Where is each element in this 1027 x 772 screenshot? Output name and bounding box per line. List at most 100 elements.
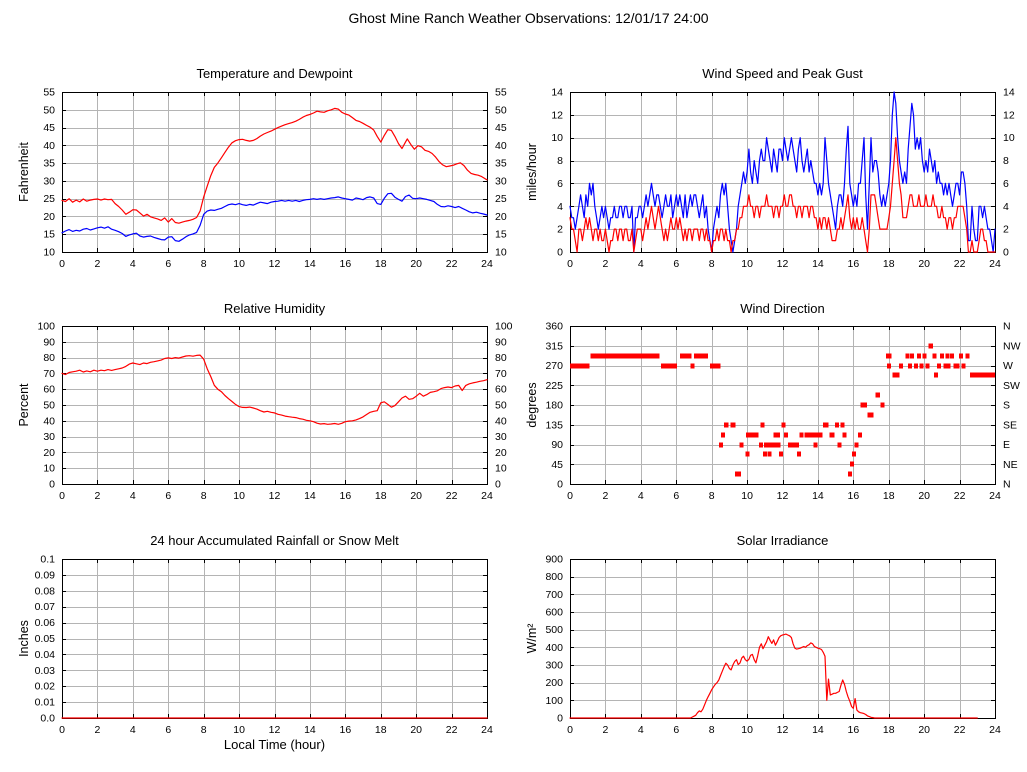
svg-text:800: 800: [545, 571, 563, 583]
svg-text:14: 14: [551, 87, 563, 99]
svg-text:10: 10: [495, 463, 507, 475]
svg-text:0: 0: [59, 724, 65, 736]
svg-text:4: 4: [638, 258, 644, 270]
svg-text:S: S: [1003, 400, 1010, 412]
svg-text:30: 30: [43, 175, 55, 187]
svg-text:2: 2: [602, 258, 608, 270]
svg-text:90: 90: [495, 336, 507, 348]
svg-text:300: 300: [545, 660, 563, 672]
svg-text:400: 400: [545, 642, 563, 654]
svg-text:8: 8: [201, 258, 207, 270]
svg-text:45: 45: [43, 122, 55, 134]
svg-text:0: 0: [567, 490, 573, 502]
svg-text:16: 16: [847, 490, 859, 502]
svg-text:225: 225: [545, 380, 563, 392]
svg-text:0: 0: [567, 258, 573, 270]
svg-text:24: 24: [989, 724, 1001, 736]
svg-text:14: 14: [304, 490, 316, 502]
svg-text:600: 600: [545, 607, 563, 619]
svg-text:20: 20: [43, 447, 55, 459]
svg-text:24: 24: [989, 490, 1001, 502]
svg-text:55: 55: [495, 87, 507, 99]
svg-text:10: 10: [233, 724, 245, 736]
svg-text:270: 270: [545, 360, 563, 372]
svg-text:24: 24: [481, 724, 493, 736]
svg-text:135: 135: [545, 419, 563, 431]
svg-text:180: 180: [545, 400, 563, 412]
rainfall-plot: 0 2 4 6 8 10 12 14 16 18 20 22 240.00.010.020.030.04…: [17, 554, 493, 753]
svg-text:22: 22: [954, 258, 966, 270]
svg-text:100: 100: [37, 321, 55, 333]
page-title: Ghost Mine Ranch Weather Observations: 1…: [348, 10, 709, 26]
svg-text:10: 10: [551, 132, 563, 144]
svg-text:25: 25: [43, 193, 55, 205]
svg-text:E: E: [1003, 439, 1010, 451]
svg-text:22: 22: [954, 724, 966, 736]
svg-text:0: 0: [557, 247, 563, 259]
svg-text:0.06: 0.06: [35, 617, 56, 629]
svg-text:22: 22: [446, 724, 458, 736]
chart-title: Wind Speed and Peak Gust: [702, 66, 863, 81]
chart-title: Relative Humidity: [223, 301, 326, 316]
svg-text:40: 40: [495, 415, 507, 427]
svg-text:NE: NE: [1003, 459, 1018, 471]
svg-text:100: 100: [495, 321, 513, 333]
svg-text:2: 2: [1003, 224, 1009, 236]
svg-text:8: 8: [709, 490, 715, 502]
svg-text:10: 10: [1003, 132, 1015, 144]
svg-text:8: 8: [1003, 155, 1009, 167]
solar-irradiance-plot: 0 2 4 6 8 10 12 14 16 18 20 22 240100200300400500600…: [525, 554, 1001, 737]
svg-text:25: 25: [495, 193, 507, 205]
svg-text:4: 4: [557, 201, 563, 213]
svg-text:10: 10: [43, 247, 55, 259]
svg-text:0: 0: [495, 479, 501, 491]
svg-text:12: 12: [269, 490, 281, 502]
svg-text:16: 16: [339, 724, 351, 736]
svg-text:0.05: 0.05: [35, 633, 56, 645]
svg-text:miles/hour: miles/hour: [525, 143, 539, 201]
svg-text:Inches: Inches: [17, 620, 31, 657]
svg-text:24: 24: [481, 258, 493, 270]
svg-text:16: 16: [847, 258, 859, 270]
svg-text:45: 45: [551, 459, 563, 471]
svg-text:50: 50: [495, 400, 507, 412]
svg-text:30: 30: [495, 431, 507, 443]
svg-text:20: 20: [918, 490, 930, 502]
svg-text:35: 35: [43, 158, 55, 170]
svg-text:10: 10: [233, 490, 245, 502]
svg-text:20: 20: [495, 211, 507, 223]
svg-text:22: 22: [954, 490, 966, 502]
svg-text:2: 2: [94, 490, 100, 502]
svg-text:55: 55: [43, 87, 55, 99]
svg-text:6: 6: [165, 258, 171, 270]
svg-text:20: 20: [410, 724, 422, 736]
svg-text:500: 500: [545, 624, 563, 636]
svg-text:16: 16: [339, 490, 351, 502]
svg-text:12: 12: [777, 258, 789, 270]
chart-solar-irradiance: Solar Irradiance 0 2 4 6 8 10 12 14 16 18 20 22 24 0 1…: [514, 522, 1027, 772]
chart-title: Temperature and Dewpoint: [196, 66, 353, 81]
svg-text:NW: NW: [1003, 340, 1021, 352]
svg-text:W/m²: W/m²: [525, 624, 539, 654]
svg-text:40: 40: [43, 415, 55, 427]
svg-text:90: 90: [551, 439, 563, 451]
chart-title: Wind Direction: [740, 301, 825, 316]
svg-text:30: 30: [495, 175, 507, 187]
svg-text:4: 4: [1003, 201, 1009, 213]
svg-text:2: 2: [602, 724, 608, 736]
svg-text:0.0: 0.0: [40, 713, 55, 725]
svg-text:16: 16: [847, 724, 859, 736]
svg-text:4: 4: [638, 724, 644, 736]
svg-text:N: N: [1003, 321, 1011, 333]
svg-text:20: 20: [495, 447, 507, 459]
svg-text:degrees: degrees: [525, 382, 539, 427]
svg-text:70: 70: [495, 368, 507, 380]
svg-text:60: 60: [43, 384, 55, 396]
svg-text:20: 20: [918, 724, 930, 736]
svg-text:6: 6: [1003, 178, 1009, 190]
svg-text:70: 70: [43, 368, 55, 380]
svg-text:360: 360: [545, 321, 563, 333]
svg-text:0.02: 0.02: [35, 681, 56, 693]
chart-temperature-dewpoint: Temperature and Dewpoint 0 2 4 6 8 10 12 14 16 18…: [0, 55, 513, 290]
svg-text:2: 2: [602, 490, 608, 502]
